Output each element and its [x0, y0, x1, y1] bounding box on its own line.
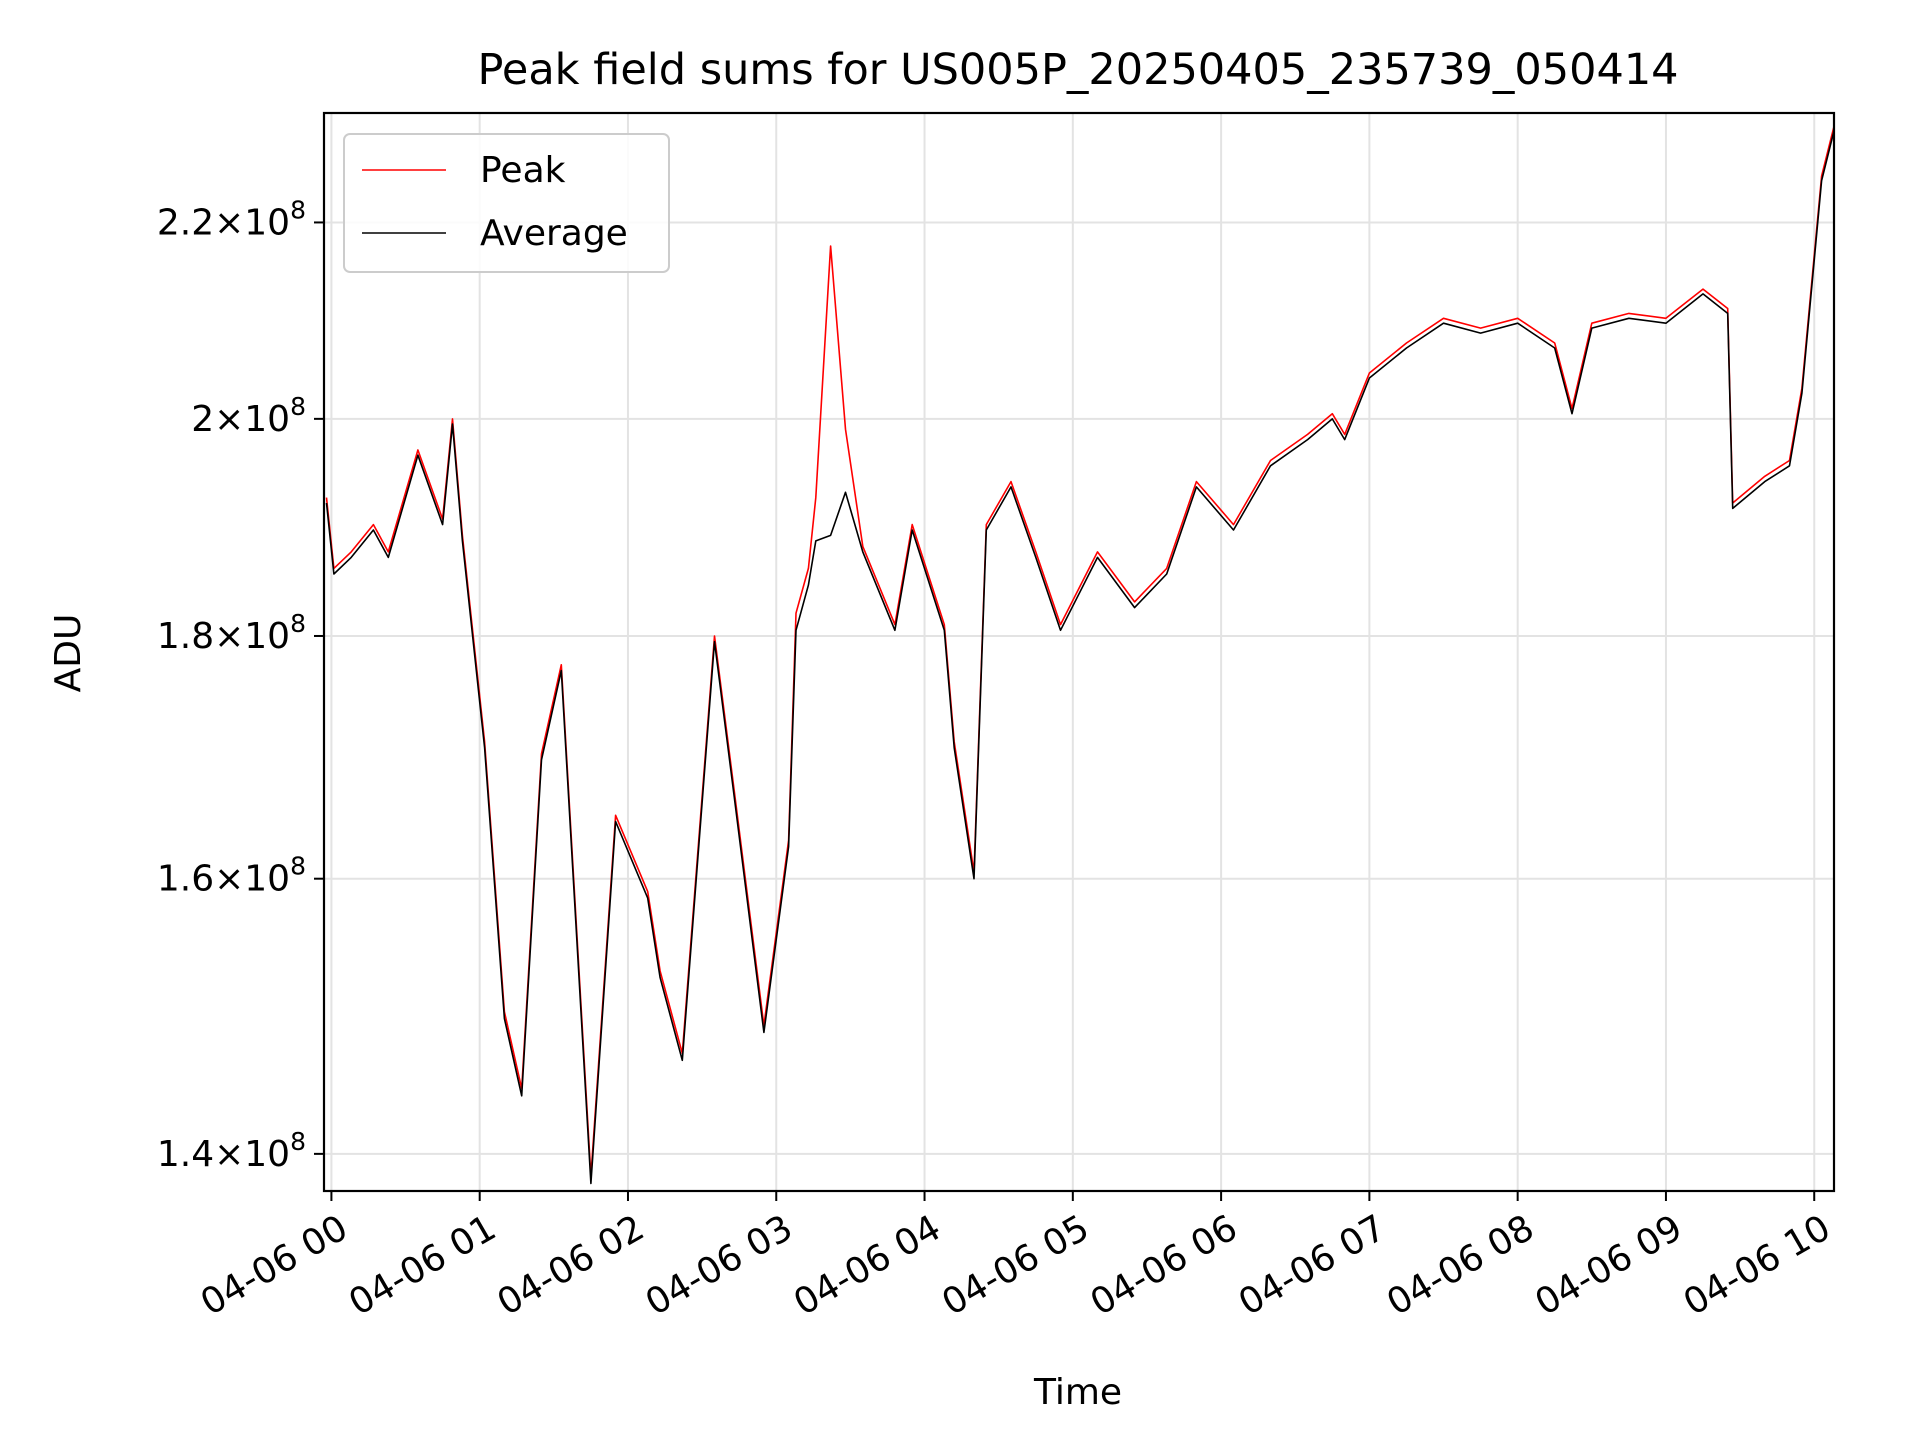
y-tick-base: 10 [244, 859, 290, 900]
y-tick-times: × [214, 616, 244, 657]
y-tick-exponent: 8 [290, 195, 306, 224]
y-tick-label: 1.8×108 [157, 609, 306, 657]
y-tick-times: × [214, 202, 244, 243]
y-tick-exponent: 8 [290, 392, 306, 421]
y-tick-label: 1.6×108 [157, 852, 306, 900]
y-tick-mantissa: 1.8 [157, 616, 214, 657]
series-line-average [325, 130, 1834, 1185]
y-tick-times: × [214, 1134, 244, 1175]
y-tick-label: 1.4×108 [157, 1127, 306, 1175]
chart-title: Peak field sums for US005P_20250405_2357… [477, 45, 1678, 95]
legend-average-label: Average [480, 213, 628, 254]
y-tick-exponent: 8 [290, 1127, 306, 1156]
y-tick-label: 2.2×108 [157, 195, 306, 243]
y-tick-base: 10 [244, 1134, 290, 1175]
y-tick-label: 2×108 [191, 392, 306, 440]
legend-box [343, 133, 670, 273]
y-tick-mantissa: 2.2 [157, 202, 214, 243]
x-axis-label: Time [1033, 1372, 1122, 1413]
y-tick-times: × [214, 859, 244, 900]
y-tick-base: 10 [244, 202, 290, 243]
y-tick-mantissa: 1.6 [157, 859, 214, 900]
y-tick-base: 10 [244, 399, 290, 440]
y-tick-mantissa: 2 [191, 399, 214, 440]
y-tick-times: × [214, 399, 244, 440]
plot-frame [322, 111, 1836, 1193]
y-tick-exponent: 8 [290, 609, 306, 638]
legend: Peak Average [343, 133, 670, 273]
y-tick-exponent: 8 [290, 852, 306, 881]
y-axis-label: ADU [48, 614, 89, 693]
y-tick-mantissa: 1.4 [157, 1134, 214, 1175]
plot-series [325, 126, 1834, 1185]
legend-peak-label: Peak [480, 150, 566, 191]
y-tick-base: 10 [244, 616, 290, 657]
